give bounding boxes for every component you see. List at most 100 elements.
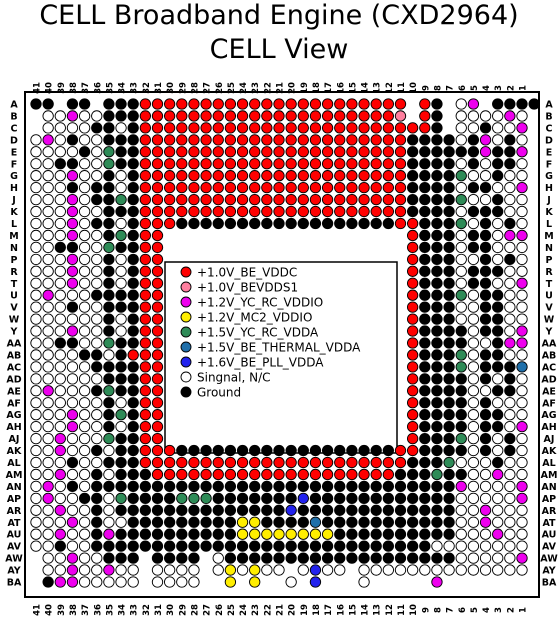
ball-U-9 — [419, 289, 431, 301]
ball-AP-34 — [115, 492, 127, 504]
ball-AY-18 — [309, 564, 322, 576]
ball-AU-9 — [419, 528, 431, 540]
row-label-right-M: M — [544, 231, 553, 242]
row-label-left-AN: AN — [6, 482, 21, 493]
ball-AV-18 — [309, 540, 322, 552]
ball-H-3 — [492, 181, 504, 194]
ball-D-3 — [492, 134, 504, 146]
ball-G-31 — [151, 170, 164, 182]
row-label-right-K: K — [545, 207, 553, 218]
row-label-left-W: W — [9, 315, 20, 326]
ball-AF-31 — [151, 397, 164, 409]
ball-J-9 — [419, 193, 431, 206]
ball-J-15 — [346, 193, 358, 206]
ball-AA-39 — [54, 337, 66, 349]
col-label-top-39: 39 — [57, 82, 67, 94]
ball-B-4 — [479, 110, 492, 122]
ball-AK-13 — [370, 444, 382, 457]
row-label-right-AM: AM — [541, 470, 558, 481]
ball-K-40 — [42, 205, 54, 218]
row-label-right-AU: AU — [542, 530, 557, 541]
col-label-top-40: 40 — [45, 82, 55, 94]
ball-R-32 — [139, 265, 152, 277]
ball-AU-7 — [443, 528, 455, 540]
ball-AW-11 — [394, 552, 407, 564]
ball-W-1 — [516, 313, 528, 325]
ball-AC-4 — [479, 361, 492, 373]
ball-BA-8 — [431, 576, 443, 588]
ball-K-31 — [151, 205, 164, 218]
ball-AH-41 — [30, 420, 42, 433]
row-label-right-P: P — [546, 255, 553, 266]
ball-AN-9 — [419, 480, 431, 493]
ball-AK-21 — [273, 444, 285, 457]
ball-AT-20 — [285, 516, 297, 528]
ball-AL-32 — [139, 456, 152, 469]
ball-AP-10 — [406, 492, 419, 504]
ball-J-16 — [334, 193, 346, 206]
ball-A-35 — [103, 98, 115, 110]
ball-AR-15 — [346, 504, 358, 516]
row-label-left-AP: AP — [7, 494, 21, 505]
col-label-top-20: 20 — [288, 82, 298, 94]
ball-C-37 — [78, 122, 91, 134]
ball-T-3 — [492, 277, 504, 289]
row-label-left-AG: AG — [6, 410, 21, 421]
row-label-left-L: L — [11, 219, 17, 230]
ball-AE-40 — [42, 385, 54, 397]
ball-AP-1 — [516, 492, 528, 504]
ball-D-15 — [346, 134, 358, 146]
ball-AW-17 — [321, 552, 334, 564]
ball-AT-33 — [127, 516, 139, 528]
col-label-top-21: 21 — [276, 82, 286, 94]
ball-AU-22 — [261, 528, 273, 540]
ball-AN-25 — [224, 480, 237, 493]
ball-AT-17 — [321, 516, 334, 528]
ball-AU-1 — [516, 528, 528, 540]
ball-K-12 — [382, 205, 394, 218]
row-label-right-R: R — [545, 267, 553, 278]
ball-AN-17 — [321, 480, 334, 493]
column-labels: 4141404039393838373736363535343433333232… — [33, 82, 529, 616]
ball-AB-2 — [504, 349, 516, 361]
ball-J-30 — [163, 193, 176, 206]
ball-AC-1 — [516, 361, 528, 373]
ball-F-4 — [479, 158, 492, 170]
ball-E-25 — [224, 146, 237, 158]
ball-N-39 — [54, 241, 66, 254]
ball-H-19 — [297, 181, 309, 194]
ball-AN-4 — [479, 480, 492, 493]
ball-AM-39 — [54, 468, 66, 481]
ball-AW-31 — [151, 552, 164, 564]
ball-AF-2 — [504, 397, 516, 409]
ball-A-9 — [419, 98, 431, 110]
row-label-left-BA: BA — [7, 578, 22, 589]
ball-J-13 — [370, 193, 382, 206]
ball-AG-37 — [78, 409, 91, 421]
ball-AJ-38 — [66, 432, 79, 445]
ball-AW-39 — [54, 552, 66, 564]
ball-C-21 — [273, 122, 285, 134]
ball-AW-8 — [431, 552, 443, 564]
ball-E-19 — [297, 146, 309, 158]
ball-G-5 — [467, 170, 480, 182]
ball-J-2 — [504, 193, 516, 206]
ball-AH-1 — [516, 420, 528, 433]
row-label-right-AF: AF — [542, 398, 556, 409]
ball-AP-9 — [419, 492, 431, 504]
ball-B-5 — [467, 110, 480, 122]
ball-Y-33 — [127, 325, 139, 337]
ball-AV-26 — [212, 540, 224, 552]
row-label-right-AB: AB — [542, 350, 557, 361]
ball-AE-39 — [54, 385, 66, 397]
ball-R-39 — [54, 265, 66, 277]
ball-AD-4 — [479, 373, 492, 385]
ball-P-7 — [443, 253, 455, 266]
ball-E-24 — [236, 146, 249, 158]
ball-AL-11 — [394, 456, 407, 469]
ball-AH-5 — [467, 420, 480, 433]
row-label-left-B: B — [10, 111, 17, 122]
ball-AN-6 — [455, 480, 467, 493]
ball-F-20 — [285, 158, 297, 170]
ball-R-5 — [467, 265, 480, 277]
